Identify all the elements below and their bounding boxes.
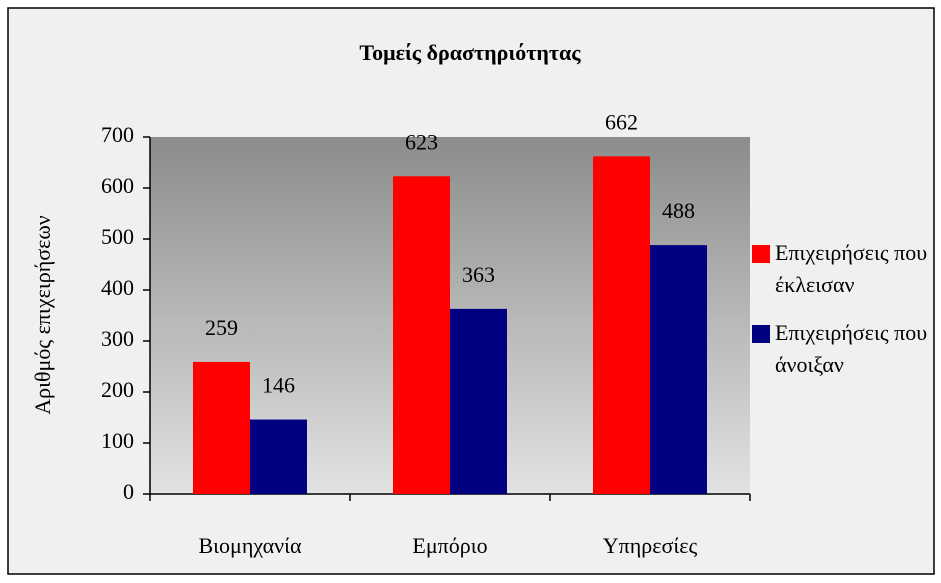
- x-tick-label: Υπηρεσίες: [603, 533, 698, 558]
- x-tick-label: Βιομηχανία: [198, 533, 302, 558]
- bar: [393, 176, 450, 494]
- legend-swatch: [752, 245, 770, 263]
- value-label: 363: [462, 262, 495, 287]
- bar: [650, 245, 707, 494]
- value-label: 146: [262, 373, 295, 398]
- bar: [250, 419, 307, 494]
- legend-label: Επιχειρήσεις που έκλεισαν: [775, 240, 928, 297]
- bar: [450, 308, 507, 494]
- legend-label: Επιχειρήσεις που άνοιξαν: [775, 320, 928, 377]
- bar: [193, 361, 250, 494]
- y-tick-label: 200: [101, 377, 134, 402]
- legend-swatch: [752, 325, 770, 343]
- y-tick-label: 600: [101, 173, 134, 198]
- bar: [593, 156, 650, 494]
- value-label: 623: [405, 129, 438, 154]
- y-tick-label: 700: [101, 122, 134, 147]
- y-tick-label: 300: [101, 326, 134, 351]
- y-axis-label: Αριθμός επιχειρήσεων: [30, 215, 55, 415]
- chart-title: Τομείς δραστηριότητας: [359, 40, 581, 65]
- y-tick-label: 100: [101, 428, 134, 453]
- x-tick-label: Εμπόριο: [412, 533, 487, 558]
- value-label: 259: [205, 315, 238, 340]
- value-label: 488: [662, 198, 695, 223]
- y-tick-label: 500: [101, 224, 134, 249]
- y-tick-label: 0: [123, 479, 134, 504]
- value-label: 662: [605, 109, 638, 134]
- y-tick-label: 400: [101, 275, 134, 300]
